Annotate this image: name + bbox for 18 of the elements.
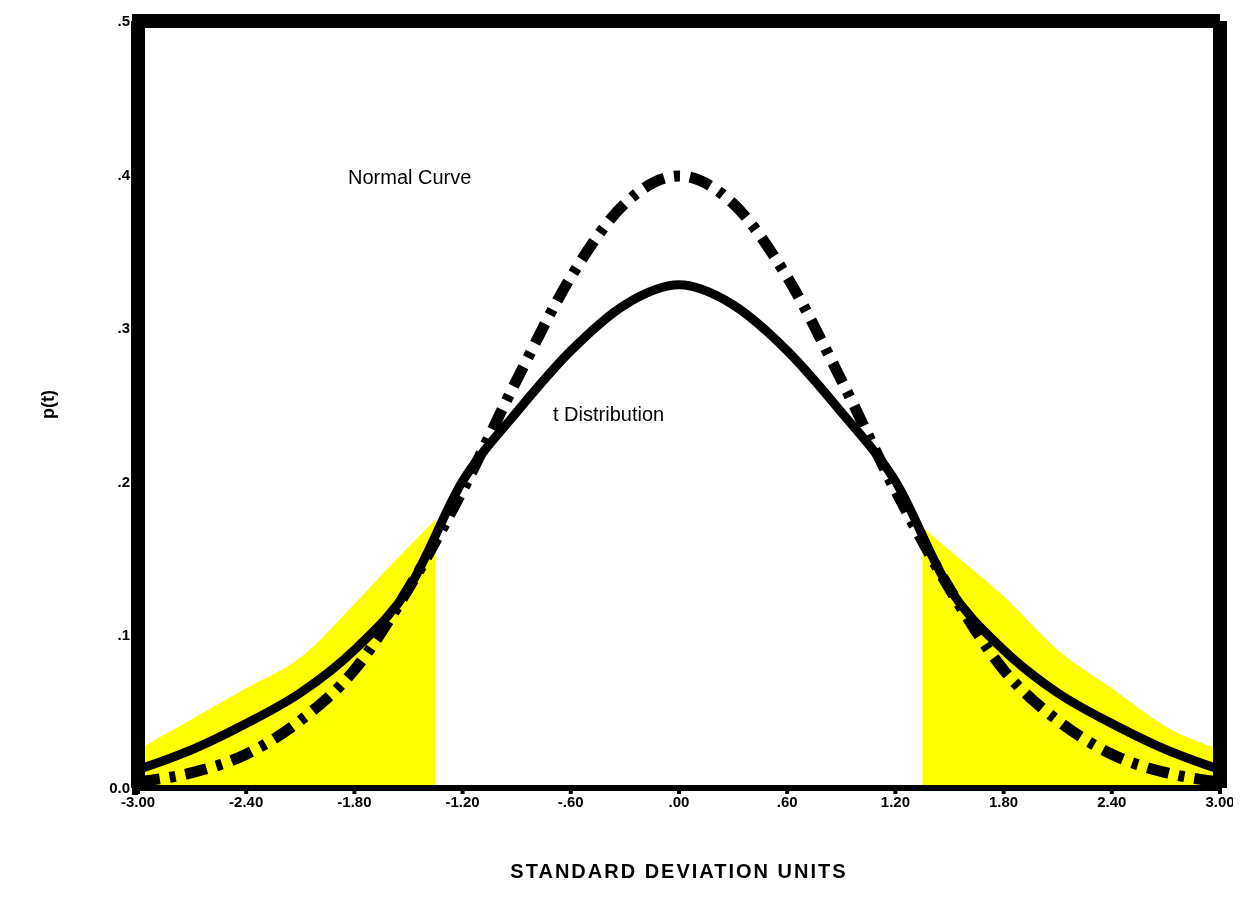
x-tick-label: 1.20 — [880, 792, 910, 810]
x-tick-label: -2.40 — [229, 792, 264, 810]
annotation: Normal Curve — [348, 166, 472, 189]
x-tick-label: 2.40 — [1097, 792, 1127, 810]
y-tick-label: .4 — [117, 165, 131, 183]
x-axis-title: STANDARD DEVIATION UNITS — [510, 860, 848, 882]
y-axis-title: p(t) — [38, 390, 59, 419]
annotation: t Distribution — [553, 403, 665, 426]
y-tick-label: .2 — [117, 472, 130, 490]
x-tick-label: -1.80 — [337, 792, 372, 810]
y-tick-label: .3 — [117, 319, 130, 337]
y-tick-label: .5 — [117, 12, 130, 30]
y-tick-label: .1 — [117, 625, 130, 643]
x-tick-label: .00 — [668, 792, 690, 810]
x-tick-label: 1.80 — [989, 792, 1019, 810]
x-tick-label: -.60 — [557, 792, 584, 810]
x-tick-label: -1.20 — [445, 792, 480, 810]
x-tick-label: .60 — [776, 792, 798, 810]
